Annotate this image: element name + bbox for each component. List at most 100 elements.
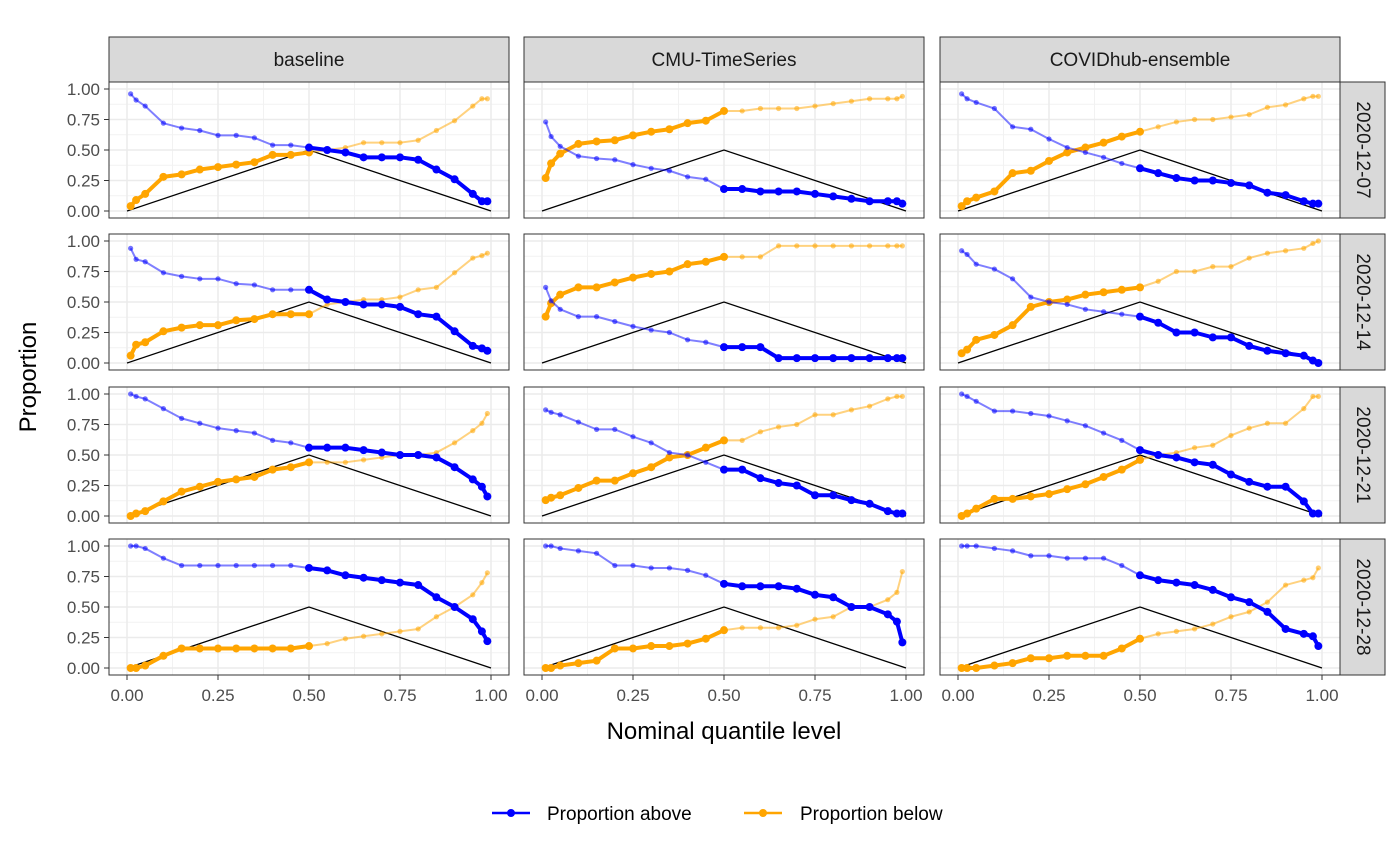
series-above [959,543,1323,651]
data-point [548,409,554,415]
series-above [543,407,907,518]
data-point [1281,482,1290,491]
data-point [811,189,819,198]
panel-CMU-TimeSeries-2020-12-28 [523,538,925,676]
data-point [847,496,856,505]
x-tick-label: 0.50 [1123,686,1156,705]
data-point [1281,349,1290,358]
data-point [1154,451,1163,459]
data-point [288,440,294,446]
data-point [794,243,800,249]
data-point [1301,245,1307,251]
x-tick-label: 0.25 [201,686,234,705]
data-point [1245,477,1254,486]
data-point [1155,278,1161,284]
data-point [1190,458,1199,467]
data-point [685,337,691,343]
data-point [1082,306,1088,312]
data-point [776,625,782,631]
data-point [470,428,476,434]
data-point [959,248,965,254]
data-point [1245,181,1254,190]
data-point [665,125,674,134]
data-point [738,465,747,474]
panel-border [523,81,925,219]
data-point [548,543,554,549]
data-point [666,168,673,174]
data-point [666,329,673,336]
data-point [685,567,691,574]
data-point [1315,393,1321,400]
data-point [361,140,367,146]
data-point [195,482,204,491]
data-point [397,628,403,635]
data-point [1154,169,1163,178]
data-point [483,492,492,501]
y-tick-label: 1.00 [67,80,100,99]
panel-baseline-2020-12-28 [108,538,510,676]
data-point [1173,119,1179,125]
data-point [1081,290,1090,299]
data-point [973,99,979,106]
data-point [484,570,490,576]
data-point [848,243,855,249]
data-point [990,661,999,670]
data-point [479,580,485,586]
facet-strip-baseline [108,36,510,83]
facet-strip-2020-12-21 [1339,386,1386,524]
panel-border [939,233,1341,371]
data-point [1155,124,1161,130]
data-point [898,354,907,363]
data-point [1299,629,1308,638]
data-point [250,644,259,653]
data-point [1008,169,1017,178]
data-point [556,290,565,299]
data-point [414,451,423,459]
reference-line [541,149,907,212]
data-point [612,426,618,432]
data-point [894,96,900,102]
reference-line [126,454,492,517]
panel-CMU-TimeSeries-2020-12-21 [523,386,925,524]
data-point [720,106,728,115]
data-point [1154,576,1163,585]
data-point [963,345,972,354]
panel-border [523,386,925,524]
data-point [1173,628,1179,635]
data-point [288,562,294,569]
data-point [132,664,141,672]
data-point [1063,295,1072,304]
data-point [450,463,459,472]
data-point [197,420,203,426]
data-point [1228,264,1234,270]
data-point [830,614,836,620]
data-point [612,562,618,569]
data-point [1227,178,1235,187]
reference-line [541,606,907,669]
data-point [477,482,486,491]
data-point [1283,420,1289,426]
data-point [1315,93,1321,99]
facet-strip-label: COVIDhub-ensemble [1050,50,1231,71]
data-point [1208,460,1217,469]
data-point [160,406,166,412]
data-point [415,626,421,632]
data-point [1299,197,1308,206]
data-point [543,407,549,413]
data-point [739,437,745,443]
legend-key-above [492,809,530,817]
data-point [1046,413,1052,419]
data-point [432,453,441,462]
data-point [610,278,619,287]
data-point [1192,445,1198,451]
x-tick-label: 1.00 [1305,686,1338,705]
data-point [270,437,276,443]
data-point [1314,642,1323,651]
data-point [612,318,618,325]
data-point [629,644,637,653]
data-point [432,165,441,174]
data-point [483,346,492,355]
data-point [1010,408,1016,414]
data-point [991,105,998,112]
data-point [132,340,141,349]
